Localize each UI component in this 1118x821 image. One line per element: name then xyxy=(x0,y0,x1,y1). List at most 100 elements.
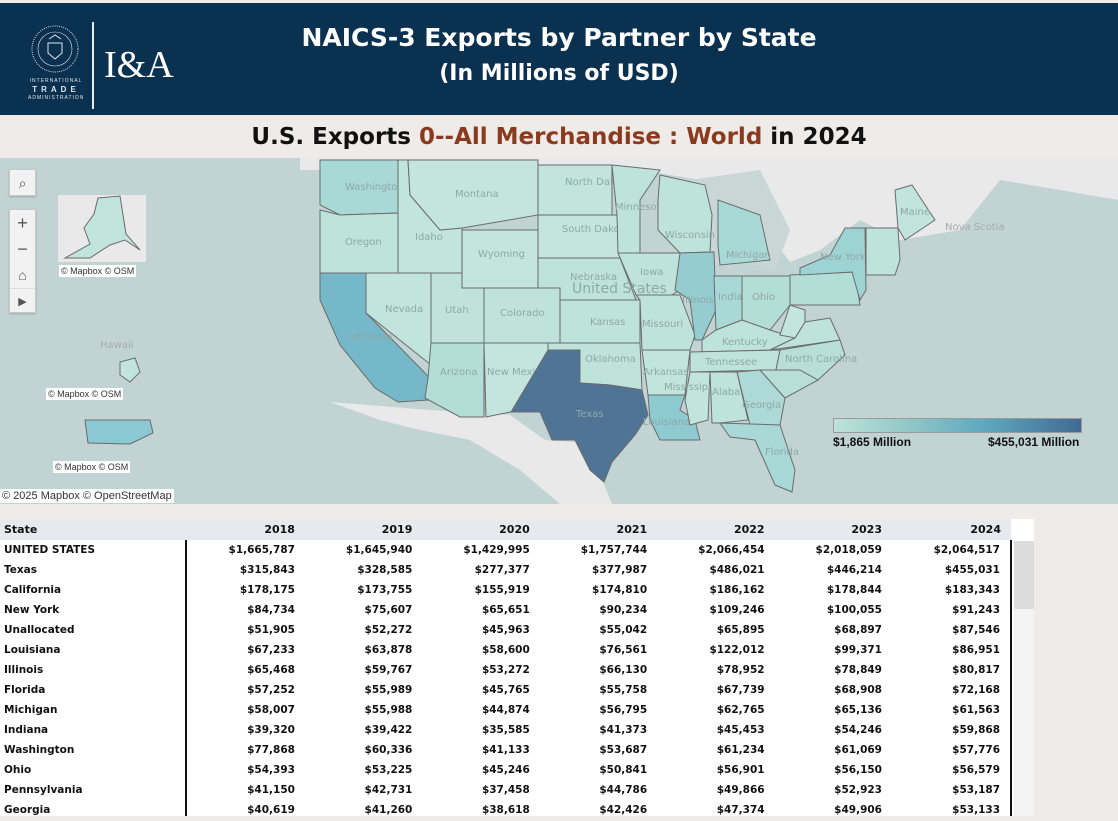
view-title: U.S. Exports 0--All Merchandise : World … xyxy=(0,124,1118,150)
table-scrollbar[interactable] xyxy=(1014,541,1034,816)
dashboard-subtitle: (In Millions of USD) xyxy=(439,61,679,86)
map-canvas[interactable]: Washington Oregon California Nevada Idaho Mon… xyxy=(0,158,1118,504)
table-row[interactable]: Illinois $65,468 $59,767 $53,272 $66,130 $78,… xyxy=(0,660,1013,680)
table-row[interactable]: Ohio $54,393 $53,225 $45,246 $50,841 $56,901 $… xyxy=(0,760,1013,780)
table-row[interactable]: California $178,175 $173,755 $155,919 $174,8… xyxy=(0,580,1013,600)
table-row[interactable]: UNITED STATES $1,665,787 $1,645,940 $1,429,… xyxy=(0,540,1013,560)
table-row[interactable]: Unallocated $51,905 $52,272 $45,963 $55,042 $… xyxy=(0,620,1013,640)
hawaii[interactable] xyxy=(119,357,141,383)
table-row[interactable]: Michigan $58,007 $55,988 $44,874 $56,795 $62,… xyxy=(0,700,1013,720)
column-header[interactable]: 2019 xyxy=(304,519,423,540)
attribution-puerto-rico[interactable]: © Mapbox © OSM xyxy=(53,461,131,473)
state-label: Michigan xyxy=(726,250,771,261)
attribution-hawaii[interactable]: © Mapbox © OSM xyxy=(46,388,124,400)
table-row[interactable]: Indiana $39,320 $39,422 $35,585 $41,373 $45,4… xyxy=(0,720,1013,740)
table-row[interactable]: Georgia $40,619 $41,260 $38,618 $42,426 $47,3… xyxy=(0,800,1013,816)
table-row[interactable]: New York $84,734 $75,607 $65,651 $90,234 $109… xyxy=(0,600,1013,620)
table-row[interactable]: Florida $57,252 $55,989 $45,765 $55,758 $67,7… xyxy=(0,680,1013,700)
choropleth-map[interactable]: Washington Oregon California Nevada Idaho Mon… xyxy=(0,158,1118,504)
header-banner: INTERNATIONAL TRADE ADMINISTRATION I&A NAI… xyxy=(0,3,1118,115)
state-label: Colorado xyxy=(500,308,545,319)
state-label: Indiana xyxy=(718,292,755,303)
value-cell: $61,234 xyxy=(716,744,765,756)
column-header[interactable]: 2024 xyxy=(891,519,1011,540)
ita-wordmark: INTERNATIONAL TRADE ADMINISTRATION xyxy=(28,79,84,101)
state-cell: Florida xyxy=(0,680,187,700)
column-header[interactable]: 2018 xyxy=(186,519,305,540)
agency-line-3: ADMINISTRATION xyxy=(28,95,85,101)
state-virginia[interactable] xyxy=(769,317,841,351)
value-cell: $55,989 xyxy=(364,684,413,696)
state-new-york[interactable] xyxy=(799,227,867,302)
column-header[interactable]: 2020 xyxy=(422,519,540,540)
state-illinois[interactable] xyxy=(674,251,717,341)
state-louisiana[interactable] xyxy=(647,394,701,441)
state-label: Arizona xyxy=(440,367,478,378)
state-south-dakota[interactable] xyxy=(537,214,621,259)
value-cell: $178,175 xyxy=(239,584,295,596)
column-header[interactable]: 2022 xyxy=(657,519,775,540)
agency-line-1: INTERNATIONAL xyxy=(29,78,83,84)
value-cell: $87,546 xyxy=(891,620,1013,640)
state-label: Oregon xyxy=(345,237,382,248)
state-label: Maine xyxy=(900,207,930,218)
home-icon[interactable]: ⌂ xyxy=(18,267,27,283)
value-cell: $57,252 xyxy=(247,684,295,696)
state-maine[interactable] xyxy=(894,184,936,241)
legend-min-label: $1,865 Million xyxy=(833,435,912,449)
value-cell: $51,905 xyxy=(247,624,295,636)
state-wisconsin[interactable] xyxy=(657,174,713,254)
column-header[interactable]: State xyxy=(0,519,186,540)
title-prefix: U.S. Exports xyxy=(251,124,411,150)
state-label: Nebraska xyxy=(570,272,617,283)
value-cell: $2,018,059 xyxy=(815,544,882,556)
value-cell: $54,246 xyxy=(834,724,882,736)
value-cell: $1,429,995 xyxy=(463,544,530,556)
value-cell: $41,373 xyxy=(599,724,648,736)
zoom-out-button[interactable]: − xyxy=(17,239,28,259)
attribution-main[interactable]: © 2025 Mapbox © OpenStreetMap xyxy=(0,489,174,503)
state-arizona[interactable] xyxy=(424,342,485,418)
state-michigan[interactable] xyxy=(717,199,771,266)
state-new-england[interactable] xyxy=(865,227,901,276)
alaska[interactable] xyxy=(63,195,141,259)
state-georgia[interactable] xyxy=(736,369,786,426)
commerce-seal-logo xyxy=(31,25,79,73)
table-row[interactable]: Washington $77,868 $60,336 $41,133 $53,687 $6… xyxy=(0,740,1013,760)
state-mississippi[interactable] xyxy=(684,371,711,426)
state-pennsylvania[interactable] xyxy=(789,271,861,306)
state-north-dakota[interactable] xyxy=(537,164,613,216)
table-row[interactable]: Texas $315,843 $328,585 $277,377 $377,987 $48… xyxy=(0,560,1013,580)
value-cell: $35,585 xyxy=(481,724,530,736)
table-row[interactable]: Louisiana $67,233 $63,878 $58,600 $76,561 $12… xyxy=(0,640,1013,660)
value-cell: $45,246 xyxy=(481,764,530,776)
column-header[interactable]: 2023 xyxy=(774,519,892,540)
state-label: Illinois xyxy=(682,295,714,306)
state-ohio[interactable] xyxy=(741,275,791,331)
table-row[interactable]: Pennsylvania $41,150 $42,731 $37,458 $44,786… xyxy=(0,780,1013,800)
state-label: Tennessee xyxy=(704,357,757,368)
value-cell: $328,585 xyxy=(357,564,413,576)
value-cell: $173,755 xyxy=(357,584,413,596)
scrollbar-thumb[interactable] xyxy=(1014,541,1034,609)
column-header[interactable]: 2021 xyxy=(539,519,658,540)
attribution-alaska[interactable]: © Mapbox © OSM xyxy=(59,265,137,277)
state-texas[interactable] xyxy=(510,349,649,483)
nova-scotia-label: Nova Scotia xyxy=(945,222,1005,233)
play-icon[interactable]: ▶ xyxy=(10,288,35,314)
state-florida[interactable] xyxy=(719,422,796,493)
value-cell: $45,963 xyxy=(481,624,530,636)
state-label: Missouri xyxy=(642,319,683,330)
puerto-rico[interactable] xyxy=(84,419,154,445)
zoom-in-button[interactable]: + xyxy=(17,213,28,233)
state-montana[interactable] xyxy=(407,159,539,231)
map-search-button[interactable]: ⌕ xyxy=(9,169,36,196)
state-alabama[interactable] xyxy=(709,371,749,424)
value-cell: $277,377 xyxy=(474,564,530,576)
state-west-virginia[interactable] xyxy=(779,304,806,339)
value-cell: $86,951 xyxy=(891,640,1013,660)
value-cell: $55,758 xyxy=(599,684,648,696)
value-cell: $56,150 xyxy=(834,764,882,776)
value-cell: $91,243 xyxy=(891,600,1013,620)
value-cell: $486,021 xyxy=(709,564,765,576)
